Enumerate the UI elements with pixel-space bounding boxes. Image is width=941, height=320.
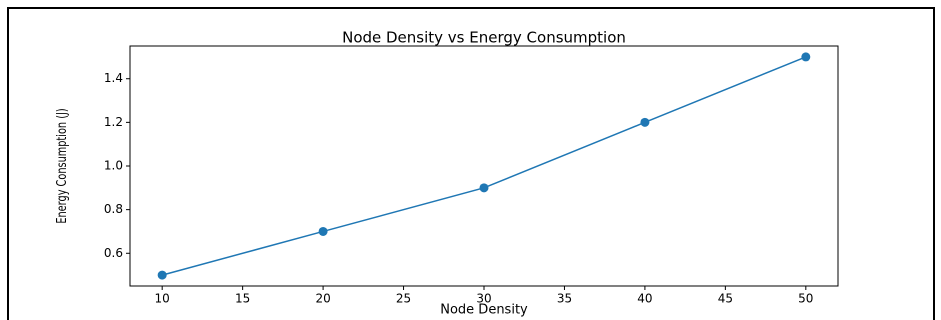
x-tick-label: 45 [718,292,733,306]
x-tick-label: 25 [396,292,411,306]
x-tick-label: 50 [798,292,813,306]
x-tick-label: 40 [637,292,652,306]
point [479,183,489,193]
chart-title: Node Density vs Energy Consumption [342,29,626,47]
y-tick-label: 1.4 [104,71,123,85]
y-tick-label: 1.0 [104,159,123,173]
y-tick-label: 0.8 [104,202,123,216]
x-tick-label: 35 [557,292,572,306]
point [640,117,650,127]
line [161,56,807,276]
x-tick-label: 15 [235,292,250,306]
frame [7,7,935,320]
plot-area [129,45,839,287]
x-tick-label: 10 [155,292,170,306]
point [318,226,328,236]
y-axis-label: Energy Consumption (J) [54,108,70,223]
x-tick-label: 30 [476,292,491,306]
point [801,52,811,62]
point [157,270,167,280]
x-axis-label: Node Density [440,303,528,318]
y-tick-label: 0.6 [104,246,123,260]
x-tick-label: 20 [315,292,330,306]
y-tick-label: 1.2 [104,115,123,129]
